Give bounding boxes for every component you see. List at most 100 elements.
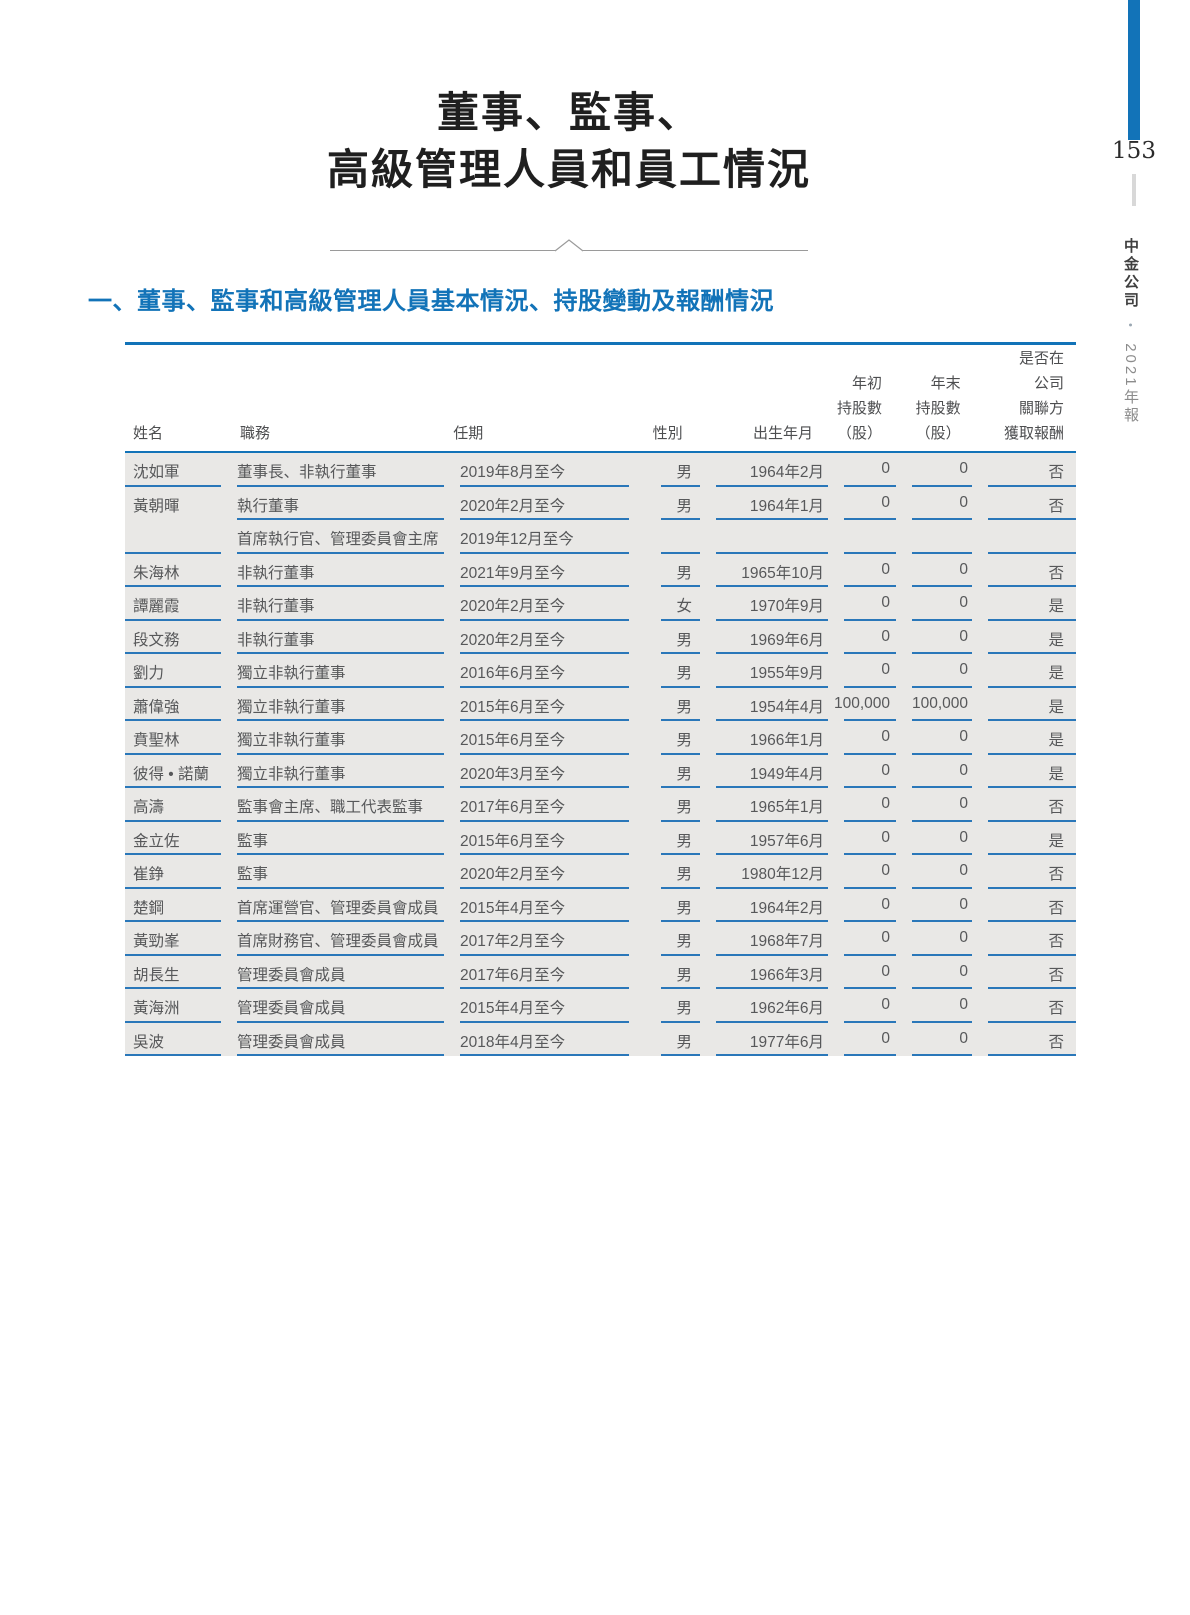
- cell-name: 朱海林: [125, 554, 237, 588]
- cell-position: 董事長、非執行董事: [237, 453, 460, 487]
- cell-remuneration: 是: [972, 654, 1076, 688]
- table-row: 胡長生 管理委員會成員 2017年6月至今男 1966年3月 0 0 否: [125, 956, 1076, 990]
- cell-gender: 男: [645, 487, 700, 521]
- cell-remuneration: 是: [972, 688, 1076, 722]
- cell-position: 監事: [237, 855, 460, 889]
- cell-shares-begin: 100,000: [828, 688, 896, 722]
- chevron-up-icon: [554, 239, 584, 252]
- cell-name: 沈如軍: [125, 453, 237, 487]
- cell-term: 2015年6月至今: [460, 822, 645, 856]
- cell-term: 2017年6月至今: [460, 788, 645, 822]
- cell-birth: 1962年6月: [700, 989, 828, 1023]
- cell-gender: 男: [645, 721, 700, 755]
- cell-shares-end: 0: [896, 621, 972, 655]
- cell-shares-begin: [828, 520, 896, 554]
- cell-shares-begin: 0: [828, 956, 896, 990]
- header-gender: 性別: [652, 425, 683, 442]
- cell-name: 胡長生: [125, 956, 237, 990]
- cell-term: 2019年12月至今: [460, 520, 645, 554]
- table-row: 段文務 非執行董事 2020年2月至今男 1969年6月 0 0 是: [125, 621, 1076, 655]
- cell-birth: 1955年9月: [700, 654, 828, 688]
- cell-remuneration: 否: [972, 956, 1076, 990]
- sidebar-company-name: 中金公司: [1122, 238, 1139, 310]
- cell-name: 黃朝暉: [133, 497, 180, 515]
- header-term: 任期: [453, 425, 484, 442]
- cell-birth: 1949年4月: [700, 755, 828, 789]
- cell-position: 首席運營官、管理委員會成員: [237, 889, 460, 923]
- cell-gender: 男: [645, 1023, 700, 1057]
- sidebar-report-year: 2021年報: [1122, 343, 1139, 425]
- cell-shares-begin: 0: [828, 621, 896, 655]
- cell-shares-begin: 0: [828, 822, 896, 856]
- cell-position: 獨立非執行董事: [237, 688, 460, 722]
- table-row: 楚鋼 首席運營官、管理委員會成員 2015年4月至今男 1964年2月 0 0 否: [125, 889, 1076, 923]
- cell-shares-begin: 0: [828, 922, 896, 956]
- cell-gender: 男: [645, 889, 700, 923]
- table-row: 高濤 監事會主席、職工代表監事 2017年6月至今男 1965年1月 0 0 否: [125, 788, 1076, 822]
- table-row: 蕭偉強 獨立非執行董事 2015年6月至今男 1954年4月 100,000 100,00…: [125, 688, 1076, 722]
- cell-gender: 男: [645, 822, 700, 856]
- cell-position: 監事: [237, 822, 460, 856]
- section-heading: 一、董事、監事和高級管理人員基本情況、持股變動及報酬情況: [88, 288, 774, 315]
- cell-birth: [700, 520, 828, 554]
- cell-shares-end: 0: [896, 487, 972, 521]
- cell-birth: 1957年6月: [700, 822, 828, 856]
- cell-name: 黃勁峯: [125, 922, 237, 956]
- officers-table: 姓名 職務 任期 性別 出生年月 年初 持股數 （股） 年末 持股數 （股） 是…: [125, 342, 1076, 1056]
- cell-gender: 男: [645, 855, 700, 889]
- cell-birth: 1964年1月: [700, 487, 828, 521]
- cell-term: 2015年6月至今: [460, 688, 645, 722]
- table-row: 崔錚 監事 2020年2月至今男 1980年12月 0 0 否: [125, 855, 1076, 889]
- cell-name: 賁聖林: [125, 721, 237, 755]
- cell-position: 獨立非執行董事: [237, 721, 460, 755]
- cell-position: 監事會主席、職工代表監事: [237, 788, 460, 822]
- cell-shares-end: 0: [896, 889, 972, 923]
- cell-term: 2020年3月至今: [460, 755, 645, 789]
- cell-remuneration: [972, 520, 1076, 554]
- cell-position: 非執行董事: [237, 554, 460, 588]
- cell-remuneration: 是: [972, 822, 1076, 856]
- cell-name: 蕭偉強: [125, 688, 237, 722]
- cell-birth: 1954年4月: [700, 688, 828, 722]
- cell-remuneration: 否: [972, 554, 1076, 588]
- cell-birth: 1965年10月: [700, 554, 828, 588]
- cell-name: 高濤: [125, 788, 237, 822]
- table-row: 金立佐 監事 2015年6月至今男 1957年6月 0 0 是: [125, 822, 1076, 856]
- cell-name: 彼得 • 諾蘭: [125, 755, 237, 789]
- cell-term: 2015年4月至今: [460, 989, 645, 1023]
- cell-term: 2017年2月至今: [460, 922, 645, 956]
- cell-shares-end: 0: [896, 956, 972, 990]
- table-row: 黃海洲 管理委員會成員 2015年4月至今男 1962年6月 0 0 否: [125, 989, 1076, 1023]
- cell-shares-begin: 0: [828, 654, 896, 688]
- cell-birth: 1964年2月: [700, 889, 828, 923]
- cell-birth: 1965年1月: [700, 788, 828, 822]
- cell-birth: 1970年9月: [700, 587, 828, 621]
- header-shares-end: 年末 持股數 （股）: [915, 375, 961, 442]
- header-position: 職務: [240, 425, 271, 442]
- cell-name: 崔錚: [125, 855, 237, 889]
- cell-shares-begin: 0: [828, 487, 896, 521]
- cell-gender: 男: [645, 453, 700, 487]
- cell-shares-end: [896, 520, 972, 554]
- cell-shares-begin: 0: [828, 587, 896, 621]
- table-row: 黃朝暉 執行董事 2020年2月至今男 1964年1月 0 0 否: [125, 487, 1076, 521]
- cell-remuneration: 是: [972, 621, 1076, 655]
- cell-name: 段文務: [125, 621, 237, 655]
- cell-gender: 男: [645, 554, 700, 588]
- page-number: 153: [1112, 138, 1156, 164]
- table-row: 譚麗霞 非執行董事 2020年2月至今女 1970年9月 0 0 是: [125, 587, 1076, 621]
- cell-position: 執行董事: [237, 487, 460, 521]
- cell-position: 獨立非執行董事: [237, 755, 460, 789]
- cell-birth: 1969年6月: [700, 621, 828, 655]
- table-row: 首席執行官、管理委員會主席 2019年12月至今: [125, 520, 1076, 554]
- cell-term: 2015年6月至今: [460, 721, 645, 755]
- cell-remuneration: 否: [972, 1023, 1076, 1057]
- table-row: 彼得 • 諾蘭 獨立非執行董事 2020年3月至今男 1949年4月 0 0 是: [125, 755, 1076, 789]
- cell-birth: 1966年1月: [700, 721, 828, 755]
- cell-shares-begin: 0: [828, 1023, 896, 1057]
- cell-gender: 男: [645, 788, 700, 822]
- cell-remuneration: 否: [972, 855, 1076, 889]
- cell-birth: 1966年3月: [700, 956, 828, 990]
- cell-name: 黃海洲: [125, 989, 237, 1023]
- cell-name: [125, 520, 237, 554]
